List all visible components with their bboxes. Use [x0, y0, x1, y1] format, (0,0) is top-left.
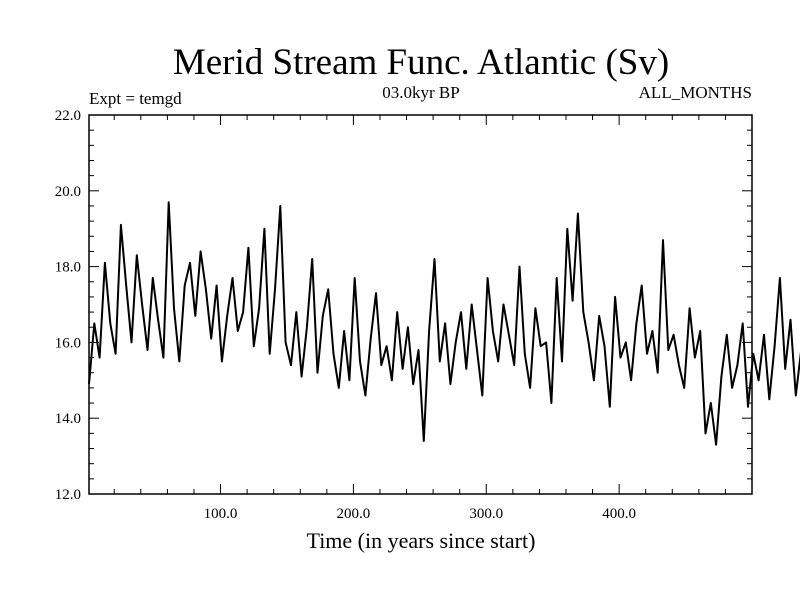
plot-frame	[88, 114, 753, 495]
months-label: ALL_MONTHS	[639, 83, 752, 102]
y-tick-label: 14.0	[55, 411, 81, 427]
axis-ticks	[89, 114, 752, 495]
y-tick-label: 16.0	[55, 335, 81, 351]
x-axis-label: Time (in years since start)	[307, 528, 536, 553]
x-tick-label: 400.0	[602, 506, 636, 522]
series-line	[88, 201, 800, 446]
y-tick-label: 20.0	[55, 184, 81, 200]
y-tick-label: 22.0	[55, 108, 81, 124]
x-tick-label: 200.0	[337, 506, 371, 522]
x-tick-label: 300.0	[469, 506, 503, 522]
axis-tick-labels: 100.0 200.0 300.0 400.0 12.0 14.0 16.0 18.0 20.0…	[55, 108, 636, 522]
y-tick-label: 12.0	[55, 487, 81, 503]
chart-subtitle: 03.0kyr BP	[382, 83, 459, 102]
chart-title: Merid Stream Func. Atlantic (Sv)	[173, 42, 669, 83]
y-tick-label: 18.0	[55, 260, 81, 276]
experiment-label: Expt = temgd	[89, 89, 182, 108]
x-tick-label: 100.0	[204, 506, 238, 522]
